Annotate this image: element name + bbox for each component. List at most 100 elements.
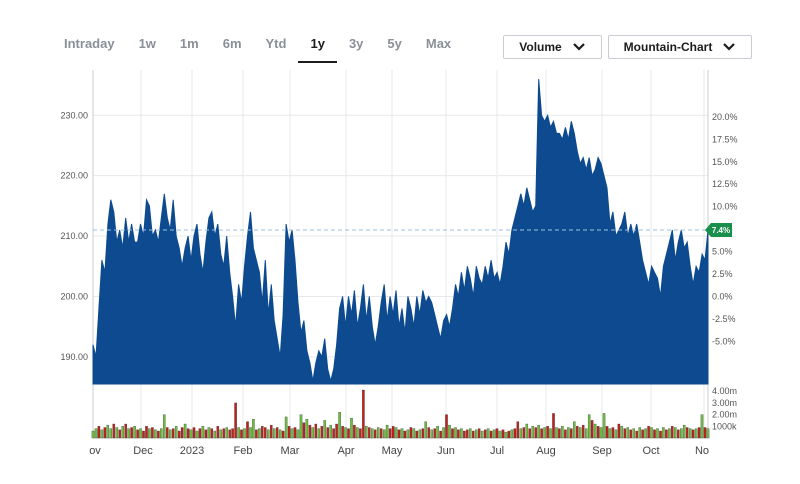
volume-bar: [112, 423, 116, 439]
volume-bar: [270, 424, 273, 439]
volume-bar: [677, 429, 680, 439]
chart-type-dropdown[interactable]: Mountain-Chart: [608, 35, 752, 59]
volume-bar: [240, 429, 243, 439]
volume-bar: [513, 428, 517, 439]
tab-1m[interactable]: 1m: [179, 36, 199, 51]
tab-intraday[interactable]: Intraday: [64, 36, 115, 51]
volume-bar: [543, 427, 546, 439]
volume-bar: [151, 427, 154, 439]
volume-bar: [385, 424, 389, 439]
volume-bar: [133, 426, 136, 439]
volume-bar: [460, 428, 463, 439]
volume-bar: [264, 427, 267, 439]
price-area: [92, 79, 709, 385]
volume-bar: [671, 426, 674, 439]
volume-bar: [323, 420, 326, 439]
tab-ytd[interactable]: Ytd: [265, 36, 287, 51]
volume-bar: [118, 429, 121, 439]
volume-bar: [267, 429, 270, 439]
volume-bar: [332, 428, 335, 439]
volume-dropdown[interactable]: Volume: [503, 35, 602, 59]
tab-6m[interactable]: 6m: [222, 36, 242, 51]
volume-bar: [219, 429, 222, 439]
volume-bar: [302, 422, 306, 439]
volume-bar: [498, 430, 502, 439]
volume-bar: [368, 427, 371, 439]
volume-bar: [635, 430, 638, 439]
volume-bar: [299, 414, 303, 439]
volume-bar: [516, 421, 520, 439]
volume-bar: [540, 428, 543, 439]
volume-bar: [644, 428, 647, 439]
volume-bar: [475, 429, 478, 439]
volume-bar: [213, 430, 217, 439]
volume-bar: [605, 426, 609, 439]
volume-bar: [596, 426, 600, 439]
tab-max[interactable]: Max: [425, 36, 452, 51]
volume-bar: [564, 429, 567, 439]
volume-bar: [587, 414, 591, 439]
y-right-tick-label: -2.5%: [712, 314, 736, 324]
volume-bar: [674, 427, 677, 439]
volume-bar: [439, 430, 442, 439]
volume-bar: [680, 428, 683, 439]
tab-5y[interactable]: 5y: [387, 36, 402, 51]
x-tick-label: Mar: [281, 445, 300, 457]
volume-bar: [525, 423, 529, 439]
volume-bar: [504, 431, 508, 439]
volume-bar: [329, 424, 332, 439]
volume-tick-label: 1000k: [712, 421, 737, 431]
volume-bar: [483, 429, 487, 439]
volume-bar: [412, 428, 416, 439]
y-left-tick-label: 220.00: [60, 171, 88, 181]
x-tick-label: Jul: [490, 445, 504, 457]
volume-bar: [106, 424, 110, 439]
volume-bar: [166, 427, 169, 439]
volume-bar: [608, 428, 612, 439]
volume-bar: [344, 427, 347, 439]
volume-bar: [570, 428, 573, 439]
tab-3y[interactable]: 3y: [348, 36, 364, 51]
volume-bar: [258, 428, 261, 439]
volume-bar: [593, 423, 597, 439]
tab-1y[interactable]: 1y: [298, 30, 337, 63]
volume-bar: [507, 430, 511, 439]
volume-bar: [489, 430, 493, 439]
volume-bar: [641, 429, 644, 439]
volume-bar: [430, 429, 433, 439]
volume-bar: [326, 427, 329, 439]
volume-bar: [703, 427, 707, 439]
volume-bar: [142, 430, 145, 439]
volume-bar: [210, 428, 214, 439]
y-right-tick-label: 20.0%: [712, 112, 738, 122]
volume-bar: [163, 414, 166, 439]
volume-bar: [617, 423, 621, 439]
volume-bar: [578, 427, 582, 439]
volume-bar: [647, 426, 650, 439]
current-change-badge: [705, 223, 732, 238]
chevron-down-icon: [572, 43, 585, 51]
volume-bar: [243, 428, 246, 439]
volume-bar: [706, 428, 710, 439]
volume-bar: [189, 429, 193, 439]
volume-bar: [581, 424, 585, 439]
volume-bar: [653, 429, 656, 439]
volume-bar: [195, 430, 199, 439]
y-right-tick-label: 0.0%: [712, 291, 733, 301]
volume-bar: [278, 429, 282, 439]
volume-bar: [537, 424, 540, 439]
volume-bar: [234, 402, 237, 439]
volume-tick-label: 4.00m: [712, 386, 737, 396]
volume-bar: [317, 428, 321, 439]
y-left-tick-label: 200.00: [60, 291, 88, 301]
volume-bar: [656, 428, 659, 439]
volume-bar: [590, 420, 594, 439]
tab-1w[interactable]: 1w: [138, 36, 156, 51]
volume-bar: [531, 426, 534, 439]
volume-bar: [561, 426, 564, 439]
x-tick-label: Apr: [337, 445, 354, 457]
volume-bar: [308, 424, 312, 439]
volume-bar: [228, 429, 231, 439]
x-tick-label: May: [382, 445, 403, 457]
